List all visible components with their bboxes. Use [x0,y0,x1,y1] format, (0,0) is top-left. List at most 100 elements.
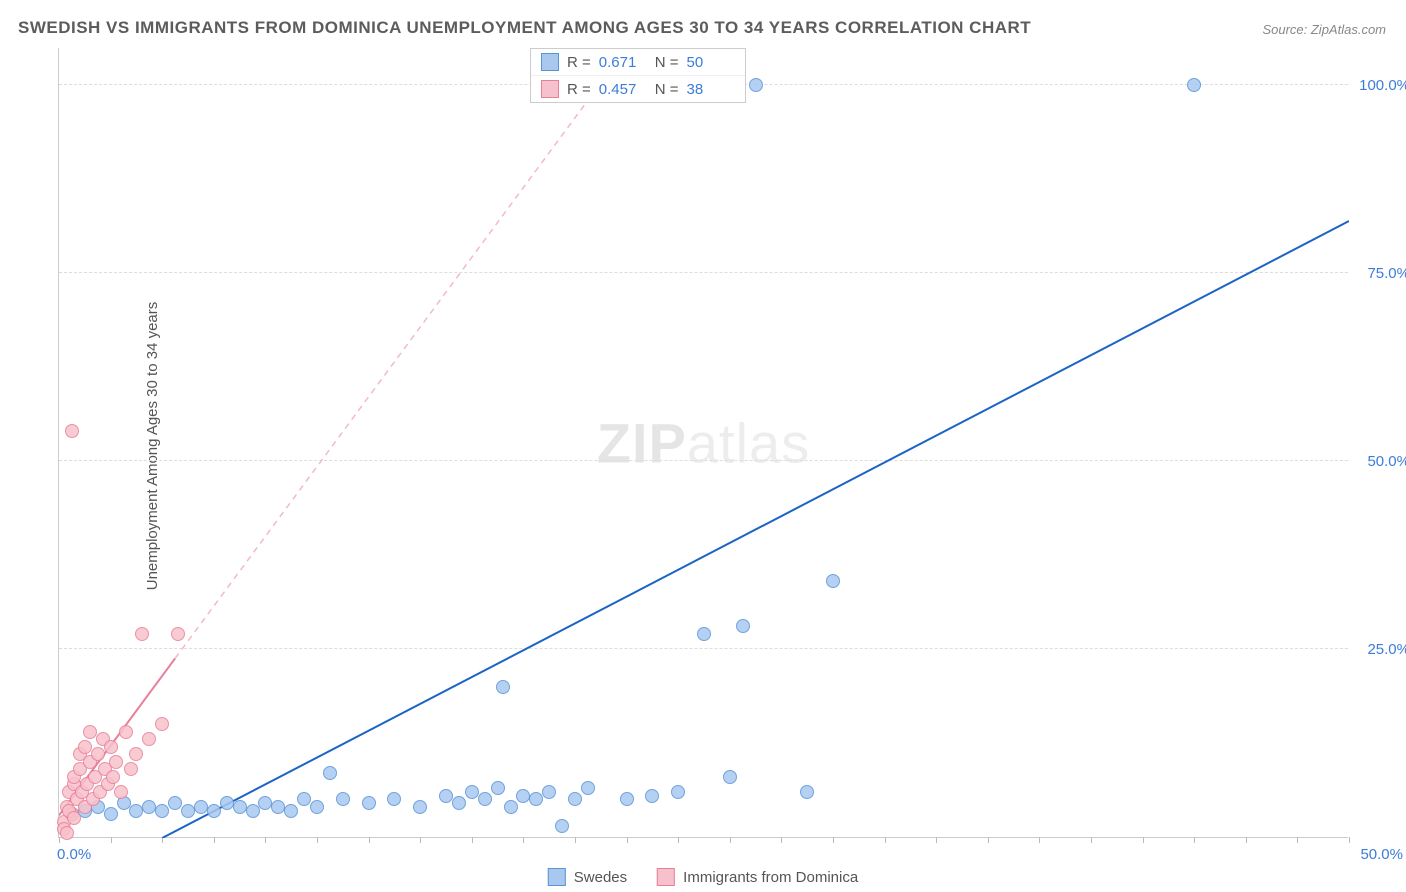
data-point-swedes [413,800,427,814]
x-tick [627,837,628,843]
data-point-swedes [826,574,840,588]
stats-swatch [541,53,559,71]
data-point-swedes [439,789,453,803]
data-point-swedes [220,796,234,810]
x-tick [214,837,215,843]
x-tick [1297,837,1298,843]
gridline [59,460,1348,461]
x-tick [265,837,266,843]
data-point-swedes [697,627,711,641]
data-point-swedes [246,804,260,818]
data-point-swedes [168,796,182,810]
stats-n-label: N = [655,54,679,71]
data-point-swedes [142,800,156,814]
data-point-swedes [362,796,376,810]
data-point-swedes [542,785,556,799]
x-tick [988,837,989,843]
x-tick [1194,837,1195,843]
x-tick [1246,837,1247,843]
watermark-bold: ZIP [597,411,687,474]
trend-line-swedes [162,221,1349,838]
y-tick-label: 75.0% [1367,265,1406,282]
data-point-swedes [529,792,543,806]
legend-label: Immigrants from Dominica [683,869,858,886]
stats-r-label: R = [567,54,591,71]
data-point-swedes [181,804,195,818]
legend: SwedesImmigrants from Dominica [548,868,858,886]
x-tick [678,837,679,843]
data-point-swedes [310,800,324,814]
data-point-swedes [568,792,582,806]
stats-r-value: 0.457 [599,81,647,98]
data-point-swedes [581,781,595,795]
x-tick [523,837,524,843]
data-point-swedes [1187,78,1201,92]
x-tick [369,837,370,843]
legend-swatch [548,868,566,886]
y-tick-label: 25.0% [1367,641,1406,658]
data-point-swedes [284,804,298,818]
legend-item: Immigrants from Dominica [657,868,858,886]
data-point-dominica [135,627,149,641]
data-point-dominica [67,811,81,825]
data-point-swedes [104,807,118,821]
x-tick [111,837,112,843]
data-point-swedes [194,800,208,814]
data-point-swedes [129,804,143,818]
x-tick [1039,837,1040,843]
stats-swatch [541,80,559,98]
watermark: ZIPatlas [597,410,810,475]
data-point-swedes [645,789,659,803]
x-tick [936,837,937,843]
stats-row: R = 0.671 N = 50 [531,49,745,75]
data-point-dominica [109,755,123,769]
watermark-light: atlas [687,411,810,474]
data-point-swedes [323,766,337,780]
x-tick-label-left: 0.0% [57,846,91,863]
data-point-dominica [171,627,185,641]
data-point-swedes [478,792,492,806]
x-tick [472,837,473,843]
gridline [59,648,1348,649]
stats-n-label: N = [655,81,679,98]
data-point-swedes [207,804,221,818]
stats-row: R = 0.457 N = 38 [531,75,745,102]
data-point-swedes [271,800,285,814]
data-point-swedes [387,792,401,806]
data-point-swedes [749,78,763,92]
plot-area: ZIPatlas 25.0%50.0%75.0%100.0%0.0%50.0% [58,48,1348,838]
data-point-dominica [106,770,120,784]
data-point-swedes [504,800,518,814]
x-tick [781,837,782,843]
data-point-swedes [491,781,505,795]
x-tick [1143,837,1144,843]
data-point-swedes [671,785,685,799]
data-point-swedes [800,785,814,799]
stats-n-value: 38 [687,81,735,98]
data-point-swedes [336,792,350,806]
y-tick-label: 100.0% [1359,77,1406,94]
data-point-swedes [620,792,634,806]
x-tick [59,837,60,843]
data-point-swedes [297,792,311,806]
data-point-dominica [155,717,169,731]
data-point-swedes [496,680,510,694]
data-point-dominica [104,740,118,754]
data-point-dominica [65,424,79,438]
trend-line-dash-dominica [175,48,626,658]
trend-overlay [59,48,1349,838]
x-tick [575,837,576,843]
stats-r-value: 0.671 [599,54,647,71]
data-point-dominica [114,785,128,799]
stats-r-label: R = [567,81,591,98]
x-tick [1349,837,1350,843]
data-point-dominica [142,732,156,746]
data-point-swedes [465,785,479,799]
data-point-dominica [129,747,143,761]
data-point-swedes [555,819,569,833]
data-point-swedes [233,800,247,814]
stats-n-value: 50 [687,54,735,71]
x-tick [833,837,834,843]
data-point-swedes [516,789,530,803]
data-point-dominica [78,740,92,754]
